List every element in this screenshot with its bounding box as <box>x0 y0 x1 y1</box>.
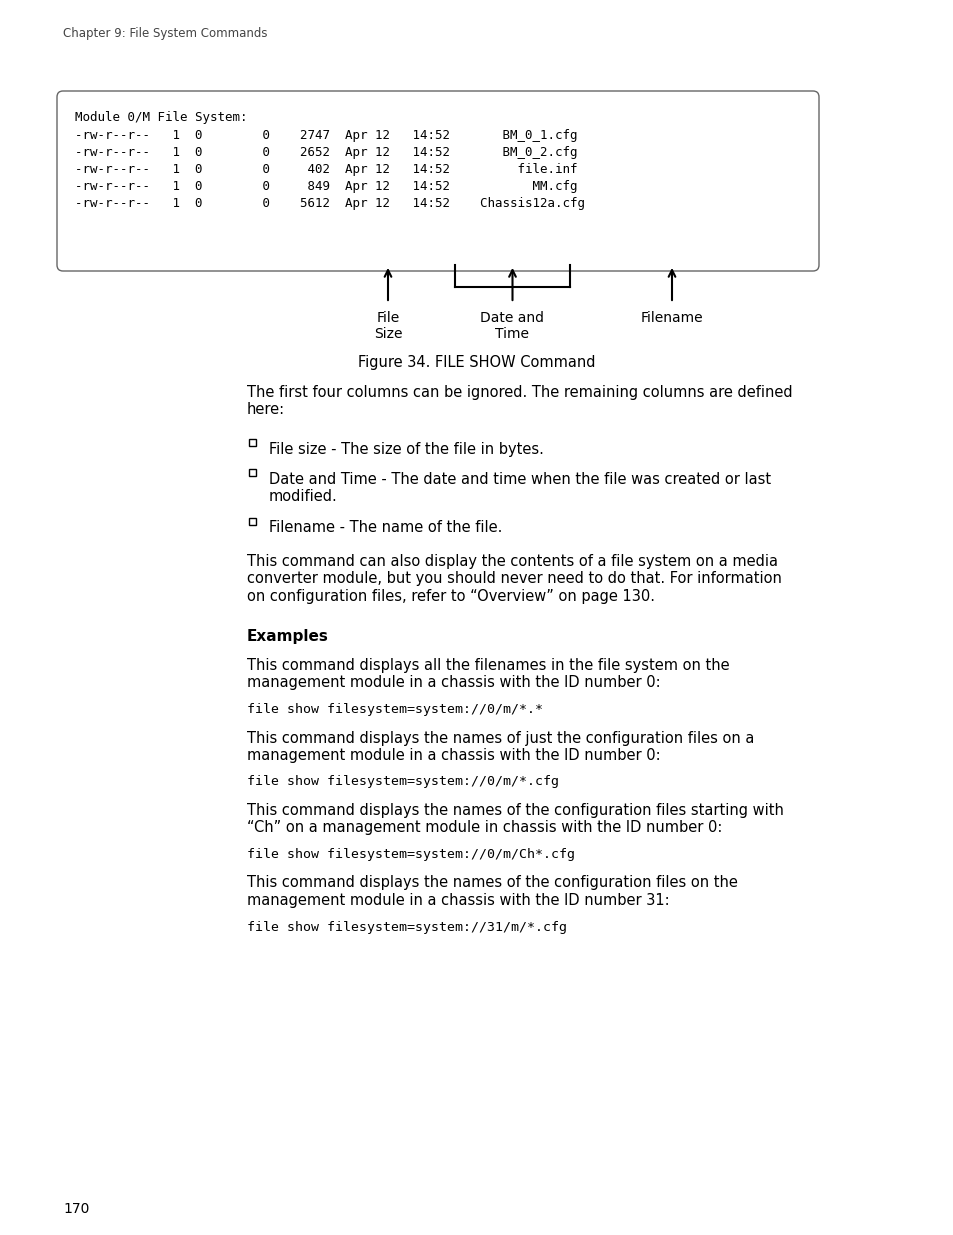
Text: Chapter 9: File System Commands: Chapter 9: File System Commands <box>63 27 267 40</box>
Text: This command displays all the filenames in the file system on the
management mod: This command displays all the filenames … <box>247 658 729 690</box>
Text: File
Size: File Size <box>374 311 402 341</box>
Text: This command displays the names of the configuration files on the
management mod: This command displays the names of the c… <box>247 876 737 908</box>
Text: file show filesystem=system://0/m/Ch*.cfg: file show filesystem=system://0/m/Ch*.cf… <box>247 848 575 861</box>
Text: Examples: Examples <box>247 629 329 643</box>
Text: -rw-r--r--   1  0        0    2747  Apr 12   14:52       BM_0_1.cfg: -rw-r--r-- 1 0 0 2747 Apr 12 14:52 BM_0_… <box>75 128 577 142</box>
Text: -rw-r--r--   1  0        0    2652  Apr 12   14:52       BM_0_2.cfg: -rw-r--r-- 1 0 0 2652 Apr 12 14:52 BM_0_… <box>75 146 577 159</box>
Text: This command displays the names of the configuration files starting with
“Ch” on: This command displays the names of the c… <box>247 803 783 835</box>
Text: 170: 170 <box>63 1202 90 1216</box>
Text: Filename - The name of the file.: Filename - The name of the file. <box>269 520 502 536</box>
Text: Date and Time - The date and time when the file was created or last
modified.: Date and Time - The date and time when t… <box>269 472 770 504</box>
FancyBboxPatch shape <box>57 91 818 270</box>
Text: Filename: Filename <box>640 311 702 325</box>
Text: file show filesystem=system://0/m/*.cfg: file show filesystem=system://0/m/*.cfg <box>247 776 558 788</box>
Text: Figure 34. FILE SHOW Command: Figure 34. FILE SHOW Command <box>358 354 595 370</box>
Text: Date and
Time: Date and Time <box>480 311 544 341</box>
Text: -rw-r--r--   1  0        0    5612  Apr 12   14:52    Chassis12a.cfg: -rw-r--r-- 1 0 0 5612 Apr 12 14:52 Chass… <box>75 198 584 210</box>
Bar <box>249 438 255 446</box>
Bar <box>249 517 255 525</box>
Text: file show filesystem=system://31/m/*.cfg: file show filesystem=system://31/m/*.cfg <box>247 920 566 934</box>
Text: This command can also display the contents of a file system on a media
converter: This command can also display the conten… <box>247 555 781 604</box>
Text: Module 0/M File System:: Module 0/M File System: <box>75 111 247 124</box>
Bar <box>249 468 255 475</box>
Text: -rw-r--r--   1  0        0     849  Apr 12   14:52           MM.cfg: -rw-r--r-- 1 0 0 849 Apr 12 14:52 MM.cfg <box>75 180 577 193</box>
Text: file show filesystem=system://0/m/*.*: file show filesystem=system://0/m/*.* <box>247 703 542 716</box>
Text: The first four columns can be ignored. The remaining columns are defined
here:: The first four columns can be ignored. T… <box>247 385 792 417</box>
Text: -rw-r--r--   1  0        0     402  Apr 12   14:52         file.inf: -rw-r--r-- 1 0 0 402 Apr 12 14:52 file.i… <box>75 163 577 177</box>
Text: File size - The size of the file in bytes.: File size - The size of the file in byte… <box>269 442 543 457</box>
Text: This command displays the names of just the configuration files on a
management : This command displays the names of just … <box>247 730 754 763</box>
